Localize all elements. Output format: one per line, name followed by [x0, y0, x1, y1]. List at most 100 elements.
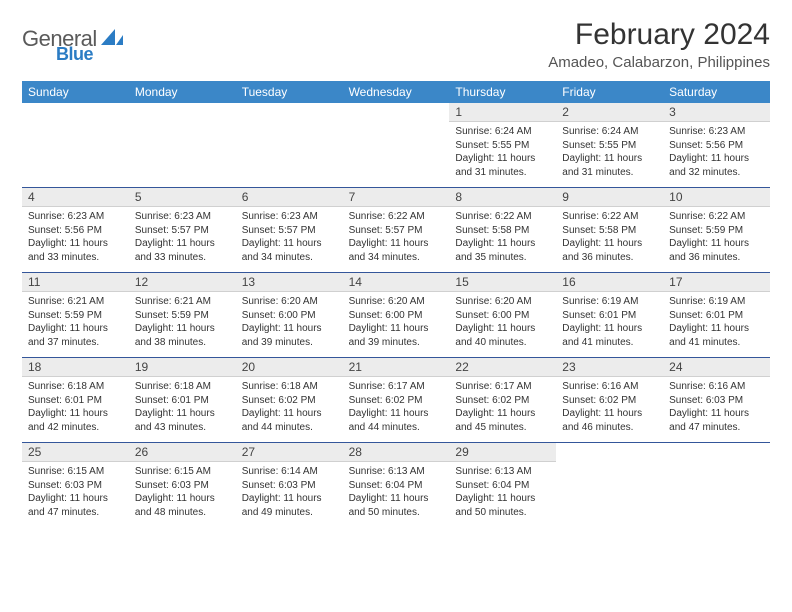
week-2-daynums: 11121314151617	[22, 273, 770, 292]
sunrise-line: Sunrise: 6:22 AM	[669, 210, 764, 224]
day-detail-cell: Sunrise: 6:18 AMSunset: 6:02 PMDaylight:…	[236, 377, 343, 443]
day-detail-cell	[663, 462, 770, 527]
daylight-line: Daylight: 11 hours and 31 minutes.	[562, 152, 657, 179]
daylight-line: Daylight: 11 hours and 45 minutes.	[455, 407, 550, 434]
day-detail-cell: Sunrise: 6:20 AMSunset: 6:00 PMDaylight:…	[343, 292, 450, 358]
day-number-cell: 26	[129, 443, 236, 462]
sunrise-line: Sunrise: 6:19 AM	[562, 295, 657, 309]
sunset-line: Sunset: 6:04 PM	[349, 479, 444, 493]
day-detail-cell: Sunrise: 6:15 AMSunset: 6:03 PMDaylight:…	[129, 462, 236, 527]
daylight-line: Daylight: 11 hours and 38 minutes.	[135, 322, 230, 349]
day-detail-cell: Sunrise: 6:22 AMSunset: 5:58 PMDaylight:…	[556, 207, 663, 273]
sunrise-line: Sunrise: 6:22 AM	[349, 210, 444, 224]
sunset-line: Sunset: 6:01 PM	[669, 309, 764, 323]
daylight-line: Daylight: 11 hours and 41 minutes.	[669, 322, 764, 349]
sunrise-line: Sunrise: 6:18 AM	[28, 380, 123, 394]
day-number-cell: 14	[343, 273, 450, 292]
header: General Blue February 2024 Amadeo, Calab…	[22, 18, 770, 71]
weekday-friday: Friday	[556, 81, 663, 103]
day-number-cell: 12	[129, 273, 236, 292]
day-number-cell: 10	[663, 188, 770, 207]
day-detail-cell: Sunrise: 6:20 AMSunset: 6:00 PMDaylight:…	[236, 292, 343, 358]
day-detail-cell: Sunrise: 6:20 AMSunset: 6:00 PMDaylight:…	[449, 292, 556, 358]
calendar: SundayMondayTuesdayWednesdayThursdayFrid…	[22, 81, 770, 527]
day-number-cell: 9	[556, 188, 663, 207]
week-1-daynums: 45678910	[22, 188, 770, 207]
sunrise-line: Sunrise: 6:13 AM	[455, 465, 550, 479]
sunrise-line: Sunrise: 6:23 AM	[242, 210, 337, 224]
daylight-line: Daylight: 11 hours and 33 minutes.	[28, 237, 123, 264]
weekday-monday: Monday	[129, 81, 236, 103]
day-number-cell: 17	[663, 273, 770, 292]
daylight-line: Daylight: 11 hours and 48 minutes.	[135, 492, 230, 519]
day-number-cell: 3	[663, 103, 770, 122]
sunset-line: Sunset: 6:01 PM	[135, 394, 230, 408]
day-number-cell: 25	[22, 443, 129, 462]
day-detail-cell: Sunrise: 6:23 AMSunset: 5:57 PMDaylight:…	[129, 207, 236, 273]
day-number-cell: 8	[449, 188, 556, 207]
sunset-line: Sunset: 5:59 PM	[135, 309, 230, 323]
daylight-line: Daylight: 11 hours and 35 minutes.	[455, 237, 550, 264]
sunrise-line: Sunrise: 6:23 AM	[669, 125, 764, 139]
sunset-line: Sunset: 5:57 PM	[135, 224, 230, 238]
day-number-cell: 1	[449, 103, 556, 122]
daylight-line: Daylight: 11 hours and 49 minutes.	[242, 492, 337, 519]
day-detail-cell: Sunrise: 6:18 AMSunset: 6:01 PMDaylight:…	[22, 377, 129, 443]
sunset-line: Sunset: 6:00 PM	[455, 309, 550, 323]
sunset-line: Sunset: 5:57 PM	[242, 224, 337, 238]
sunset-line: Sunset: 5:58 PM	[455, 224, 550, 238]
sunset-line: Sunset: 5:58 PM	[562, 224, 657, 238]
day-number-cell: 27	[236, 443, 343, 462]
day-detail-cell: Sunrise: 6:17 AMSunset: 6:02 PMDaylight:…	[449, 377, 556, 443]
week-0-details: Sunrise: 6:24 AMSunset: 5:55 PMDaylight:…	[22, 122, 770, 188]
daylight-line: Daylight: 11 hours and 44 minutes.	[349, 407, 444, 434]
day-number-cell	[663, 443, 770, 462]
sunset-line: Sunset: 6:02 PM	[562, 394, 657, 408]
logo-text-blue: Blue	[56, 44, 93, 65]
sunrise-line: Sunrise: 6:21 AM	[28, 295, 123, 309]
location-text: Amadeo, Calabarzon, Philippines	[548, 54, 770, 71]
sunset-line: Sunset: 5:59 PM	[28, 309, 123, 323]
day-number-cell: 28	[343, 443, 450, 462]
daylight-line: Daylight: 11 hours and 41 minutes.	[562, 322, 657, 349]
sunset-line: Sunset: 5:55 PM	[455, 139, 550, 153]
sunset-line: Sunset: 6:03 PM	[669, 394, 764, 408]
day-detail-cell: Sunrise: 6:24 AMSunset: 5:55 PMDaylight:…	[449, 122, 556, 188]
sunset-line: Sunset: 6:04 PM	[455, 479, 550, 493]
day-number-cell: 11	[22, 273, 129, 292]
day-number-cell	[236, 103, 343, 122]
day-detail-cell	[556, 462, 663, 527]
day-detail-cell: Sunrise: 6:23 AMSunset: 5:56 PMDaylight:…	[663, 122, 770, 188]
sunrise-line: Sunrise: 6:21 AM	[135, 295, 230, 309]
month-title: February 2024	[548, 18, 770, 52]
day-number-cell	[556, 443, 663, 462]
day-detail-cell: Sunrise: 6:15 AMSunset: 6:03 PMDaylight:…	[22, 462, 129, 527]
sunset-line: Sunset: 5:59 PM	[669, 224, 764, 238]
sunrise-line: Sunrise: 6:23 AM	[135, 210, 230, 224]
day-detail-cell: Sunrise: 6:23 AMSunset: 5:56 PMDaylight:…	[22, 207, 129, 273]
day-number-cell	[22, 103, 129, 122]
day-number-cell: 2	[556, 103, 663, 122]
sunrise-line: Sunrise: 6:20 AM	[455, 295, 550, 309]
sunset-line: Sunset: 6:01 PM	[562, 309, 657, 323]
sunset-line: Sunset: 6:02 PM	[242, 394, 337, 408]
sunrise-line: Sunrise: 6:14 AM	[242, 465, 337, 479]
sunset-line: Sunset: 6:01 PM	[28, 394, 123, 408]
sunrise-line: Sunrise: 6:22 AM	[562, 210, 657, 224]
sunrise-line: Sunrise: 6:15 AM	[28, 465, 123, 479]
sunset-line: Sunset: 6:03 PM	[28, 479, 123, 493]
weekday-sunday: Sunday	[22, 81, 129, 103]
daylight-line: Daylight: 11 hours and 34 minutes.	[242, 237, 337, 264]
title-block: February 2024 Amadeo, Calabarzon, Philip…	[548, 18, 770, 71]
sunrise-line: Sunrise: 6:19 AM	[669, 295, 764, 309]
sunset-line: Sunset: 5:56 PM	[669, 139, 764, 153]
daylight-line: Daylight: 11 hours and 34 minutes.	[349, 237, 444, 264]
sunset-line: Sunset: 5:55 PM	[562, 139, 657, 153]
sunrise-line: Sunrise: 6:17 AM	[349, 380, 444, 394]
daylight-line: Daylight: 11 hours and 33 minutes.	[135, 237, 230, 264]
day-number-cell: 29	[449, 443, 556, 462]
sunset-line: Sunset: 6:03 PM	[242, 479, 337, 493]
day-detail-cell: Sunrise: 6:22 AMSunset: 5:57 PMDaylight:…	[343, 207, 450, 273]
daylight-line: Daylight: 11 hours and 36 minutes.	[562, 237, 657, 264]
day-detail-cell	[22, 122, 129, 188]
